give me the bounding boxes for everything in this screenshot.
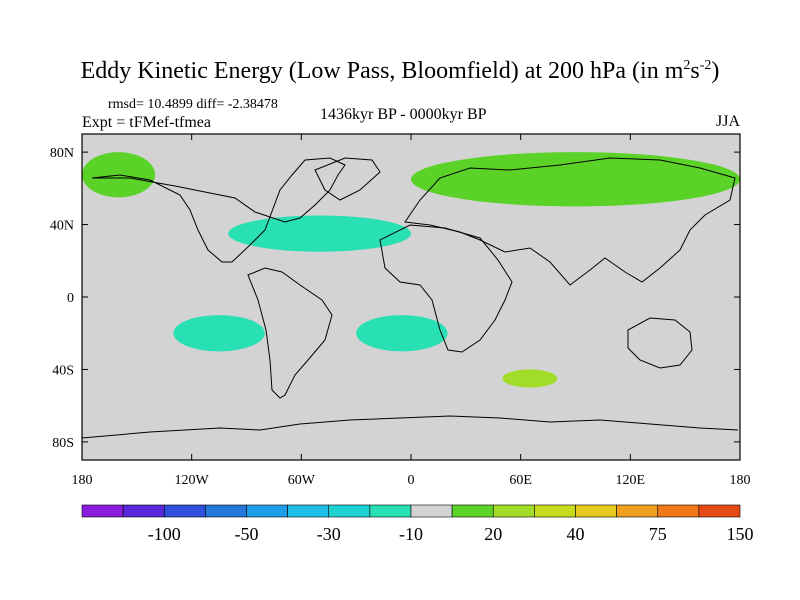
colorbar-label: -100: [148, 524, 181, 544]
x-tick-label: 180: [72, 473, 93, 488]
field-region-indian-ocean-green: [502, 369, 558, 388]
eurasia-coast: [404, 157, 736, 286]
colorbar-box: [616, 504, 659, 518]
colorbar-box: [369, 504, 412, 518]
colorbar-box: [163, 504, 206, 518]
x-tick-label: 120W: [175, 473, 210, 488]
map-field: [81, 133, 741, 461]
colorbar-label: 75: [649, 524, 667, 544]
colorbar-label: -50: [235, 524, 259, 544]
field-region-north-atlantic-cyan: [228, 215, 411, 252]
stats-label: rmsd= 10.4899 diff= -2.38478: [108, 97, 278, 112]
y-tick-label: 40N: [50, 219, 74, 234]
y-tick-label: 40S: [52, 363, 74, 378]
axes: 180 120W 60W 0 60E 120E 180 80N 40N 0 40S 80S: [50, 134, 751, 488]
chart-title: Eddy Kinetic Energy (Low Pass, Bloomfiel…: [0, 58, 800, 85]
field-region-south-pacific-cyan: [173, 315, 265, 352]
africa-coast: [379, 224, 513, 353]
colorbar-label: -30: [317, 524, 341, 544]
south-america-coast: [247, 267, 333, 399]
colorbar-box: [205, 504, 247, 518]
colorbar-box: [328, 504, 371, 518]
colorbar-box: [492, 504, 535, 518]
greenland-coast: [314, 157, 381, 201]
field-region-south-atlantic-cyan: [356, 315, 448, 352]
x-tick-label: 180: [730, 473, 751, 488]
australia-coast: [627, 317, 693, 369]
colorbar-box: [451, 504, 494, 518]
colorbar-label: 150: [727, 524, 754, 544]
colorbar-box: [575, 504, 617, 518]
colorbar-label: -10: [399, 524, 423, 544]
x-tick-label: 60W: [288, 473, 316, 488]
colorbar-box: [410, 504, 453, 518]
north-america-coast: [91, 157, 346, 263]
field-regions: [82, 152, 740, 388]
title-sup-1: 2: [683, 58, 691, 73]
y-tick-label: 80N: [50, 146, 74, 161]
period-label: 1436kyr BP - 0000kyr BP: [320, 106, 487, 123]
colorbar-box: [122, 504, 165, 518]
title-text: Eddy Kinetic Energy (Low Pass, Bloomfiel…: [80, 58, 684, 84]
colorbar: -100 -50 -30 -10 20 40 75 150: [81, 504, 754, 544]
colorbar-box: [81, 504, 124, 518]
colorbar-label: 20: [484, 524, 502, 544]
colorbar-box: [657, 504, 700, 518]
colorbar-box: [246, 504, 288, 518]
colorbar-box: [287, 504, 330, 518]
colorbar-box: [698, 504, 741, 518]
antarctica-coast: [81, 415, 739, 439]
field-region-eurasia-green: [411, 152, 740, 207]
season-label: JJA: [716, 113, 741, 130]
colorbar-label: 40: [567, 524, 585, 544]
x-tick-label: 0: [408, 473, 415, 488]
experiment-label: Expt = tFMef-tfmea: [82, 114, 211, 131]
x-tick-label: 120E: [616, 473, 646, 488]
colorbar-box: [534, 504, 576, 518]
y-tick-label: 80S: [52, 436, 74, 451]
title-sup-2: -2: [699, 58, 712, 73]
title-unit-end: ): [711, 58, 720, 84]
y-tick-label: 0: [67, 291, 74, 306]
title-unit-mid: s: [690, 58, 700, 84]
coastlines: [81, 157, 739, 439]
x-tick-label: 60E: [509, 473, 532, 488]
